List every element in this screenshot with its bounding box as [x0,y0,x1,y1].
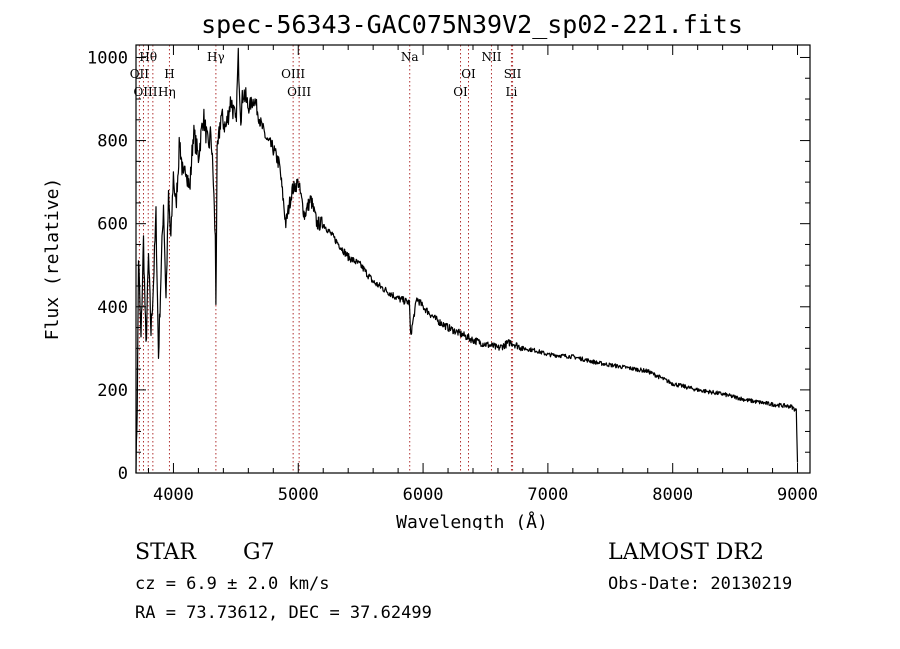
object-type-label: STAR [135,540,196,565]
x-tick-label: 5000 [278,485,319,505]
y-tick-label: 200 [97,381,128,401]
spectral-line-label: Li [506,85,518,99]
y-tick-label: 800 [97,132,128,152]
x-axis-label: Wavelength (Å) [396,511,548,530]
spectral-line-label: Na [401,50,419,64]
redshift-text: cz = 6.9 ± 2.0 km/s [135,574,330,594]
spectral-line-label: OIII [281,67,305,81]
y-tick-label: 1000 [87,48,128,68]
spectral-line-label: NII [481,50,501,64]
spectrum-series-line [135,47,799,474]
spectral-line-label: OI [453,85,468,99]
spectral-line-label: Hη [158,85,176,99]
spectral-class-label: G7 [243,540,275,565]
spectrum-chart: spec-56343-GAC075N39V2_sp02-221.fits HθO… [42,10,818,533]
spectral-line-label: OII [130,67,150,81]
x-tick-label: 9000 [777,485,818,505]
spectral-line-label: OIII [133,85,157,99]
y-axis-label: Flux (relative) [42,178,63,341]
coordinates-text: RA = 73.73612, DEC = 37.62499 [135,603,432,623]
spectral-line-label: OI [461,67,476,81]
y-axis: 0 200 400 600 800 1000 [87,48,810,484]
spectral-line-label: SII [504,67,522,81]
x-tick-label: 4000 [153,485,194,505]
y-tick-label: 0 [118,464,128,484]
spectral-line-label: Hγ [207,50,225,64]
chart-title: spec-56343-GAC075N39V2_sp02-221.fits [201,10,743,39]
x-tick-label: 7000 [527,485,568,505]
spectral-line-label: OIII [287,85,311,99]
x-tick-label: 6000 [403,485,444,505]
x-tick-label: 8000 [652,485,693,505]
survey-label: LAMOST DR2 [608,540,764,565]
y-tick-label: 400 [97,298,128,318]
spectral-line-label: H [164,67,174,81]
y-tick-label: 600 [97,215,128,235]
obs-date-text: Obs-Date: 20130219 [608,574,793,594]
x-axis: 4000 5000 6000 7000 8000 9000 [147,45,818,505]
